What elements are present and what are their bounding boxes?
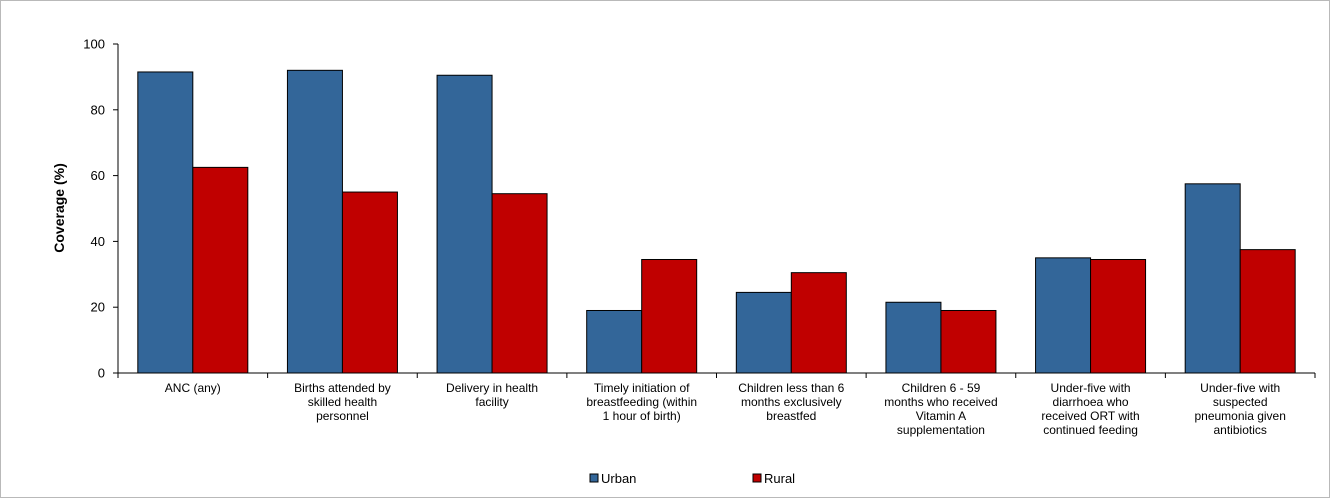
x-category-label: Children 6 - 59 months who received Vitami…: [884, 381, 997, 437]
x-category-label: Delivery in health facility: [446, 381, 538, 409]
y-tick-label: 60: [91, 168, 105, 183]
x-category-label-line: Under-five with: [1200, 381, 1280, 395]
bar-urban: [586, 309, 643, 374]
bar-rural: [790, 272, 847, 374]
bar-urban: [1035, 257, 1092, 374]
y-tick-label: 0: [98, 366, 105, 381]
bar-rural: [341, 191, 398, 374]
x-category-label-line: supplementation: [897, 423, 985, 437]
bar-urban: [137, 71, 194, 374]
x-category-label: Timely initiation of breastfeeding (withi…: [586, 381, 697, 423]
x-category-label-line: Delivery in health: [446, 381, 538, 395]
y-axis-label: Coverage (%): [51, 163, 67, 252]
bar-urban: [286, 69, 343, 374]
x-category-label: Under-five with diarrhoea who received ORT…: [1041, 381, 1139, 437]
bar-urban: [885, 301, 942, 374]
x-category-label: Children less than 6 months exclusively br…: [738, 381, 844, 423]
y-tick-label: 40: [91, 234, 105, 249]
legend-label-rural: Rural: [764, 471, 795, 486]
x-category-label-line: breastfed: [766, 409, 816, 423]
x-category-label-line: suspected: [1213, 395, 1268, 409]
x-category-label-line: facility: [475, 395, 508, 409]
x-category-label-line: Vitamin A: [916, 409, 966, 423]
x-category-label-line: Under-five with: [1051, 381, 1131, 395]
category-labels-layer: ANC (any) Births attended by skilled healt…: [165, 381, 1286, 437]
x-category-label-line: months who received: [884, 395, 997, 409]
bar-rural: [1090, 258, 1147, 374]
x-category-label-line: Births attended by: [294, 381, 391, 395]
bar-urban: [735, 291, 792, 374]
x-category-label-line: received ORT with: [1041, 409, 1139, 423]
y-tick-label: 100: [83, 37, 105, 52]
legend-swatch-rural: [752, 473, 762, 483]
legend-label-urban: Urban: [601, 471, 636, 486]
x-category-label-line: antibiotics: [1214, 423, 1267, 437]
x-category-label-line: months exclusively: [741, 395, 842, 409]
x-category-label-line: continued feeding: [1043, 423, 1138, 437]
x-category-label-line: Children 6 - 59: [902, 381, 981, 395]
bar-urban: [436, 74, 493, 374]
bar-rural: [491, 193, 548, 374]
x-category-label: Births attended by skilled health personne…: [294, 381, 391, 423]
x-category-label-line: ANC (any): [165, 381, 221, 395]
x-category-label-line: diarrhoea who: [1053, 395, 1129, 409]
bar-rural: [1239, 249, 1296, 374]
bar-rural: [192, 166, 249, 374]
x-category-label-line: pneumonia given: [1194, 409, 1285, 423]
bar-urban: [1184, 183, 1241, 374]
bars-layer: [137, 69, 1296, 374]
x-category-label-line: breastfeeding (within: [586, 395, 697, 409]
bar-rural: [641, 258, 698, 374]
legend-swatch-urban: [589, 473, 599, 483]
x-category-label-line: Timely initiation of: [594, 381, 690, 395]
x-category-label: Under-five with suspected pneumonia given a…: [1194, 381, 1285, 437]
x-category-label-line: Children less than 6: [738, 381, 844, 395]
x-category-label-line: 1 hour of birth): [603, 409, 681, 423]
y-tick-label: 20: [91, 300, 105, 315]
bar-rural: [940, 309, 997, 374]
x-category-label-line: personnel: [316, 409, 369, 423]
legend: Urban Rural: [589, 471, 795, 486]
y-tick-label: 80: [91, 102, 105, 117]
x-category-label-line: skilled health: [308, 395, 377, 409]
x-category-label: ANC (any): [165, 381, 221, 395]
